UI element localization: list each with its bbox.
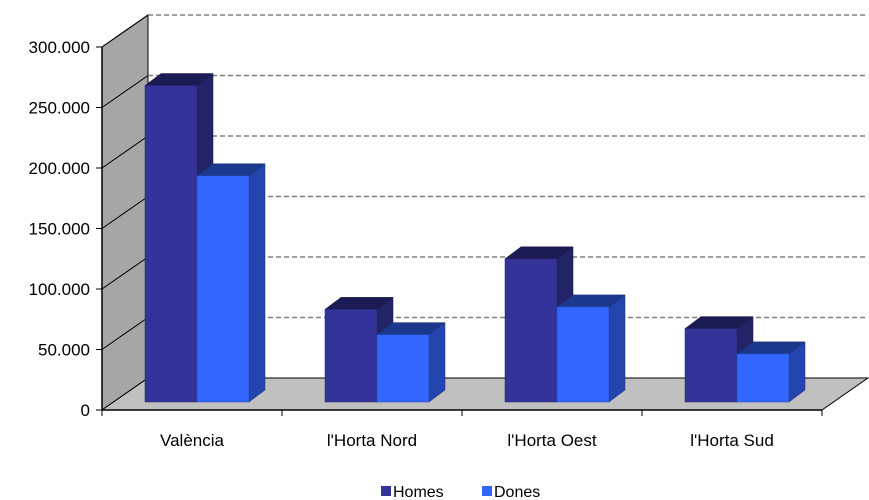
legend-label-homes: Homes <box>393 484 444 500</box>
gridline-side <box>101 196 149 229</box>
x-tick-label: l'Horta Sud <box>690 431 774 450</box>
bar-side <box>248 163 266 403</box>
bar-homes-3 <box>504 246 574 403</box>
bar-dones-3 <box>556 294 626 403</box>
bars <box>144 73 806 403</box>
x-tick-label: l'Horta Oest <box>507 431 596 450</box>
bar-dones-1 <box>196 163 266 403</box>
bar-front <box>684 328 738 403</box>
bar-front <box>376 334 430 403</box>
bar-front <box>144 85 198 403</box>
bar-front <box>504 258 558 403</box>
gridline-side <box>101 256 149 290</box>
bar-side <box>608 294 626 403</box>
gridline-side <box>101 317 149 350</box>
bar-front <box>556 306 610 403</box>
y-tick-label: 100.000 <box>29 280 90 299</box>
legend-swatch-homes <box>381 486 391 496</box>
y-tick-label: 250.000 <box>29 99 90 118</box>
x-tick-label: València <box>160 431 224 450</box>
y-tick-label: 150.000 <box>29 220 90 239</box>
gridline-side <box>101 75 149 108</box>
bar-homes-4 <box>684 316 754 403</box>
x-tick-label: l'Horta Nord <box>327 431 417 450</box>
bar-front <box>196 175 250 403</box>
bar-dones-2 <box>376 322 446 403</box>
legend: Homes Dones <box>381 484 540 500</box>
bar-front <box>736 353 790 403</box>
gridline-side <box>101 135 149 169</box>
bar-side <box>428 322 446 403</box>
y-tick-label: 0 <box>81 401 90 420</box>
y-tick-label: 200.000 <box>29 159 90 178</box>
gridline-side <box>101 14 149 48</box>
y-tick-label: 50.000 <box>38 341 90 360</box>
gridlines: 0 50.000 100.000 150.000 200.000 250.000 300.0… <box>29 14 868 420</box>
y-tick-label: 300.000 <box>29 38 90 57</box>
bar-dones-4 <box>736 341 806 403</box>
bar-front <box>324 309 378 403</box>
legend-swatch-dones <box>482 486 492 496</box>
legend-label-dones: Dones <box>494 484 540 500</box>
